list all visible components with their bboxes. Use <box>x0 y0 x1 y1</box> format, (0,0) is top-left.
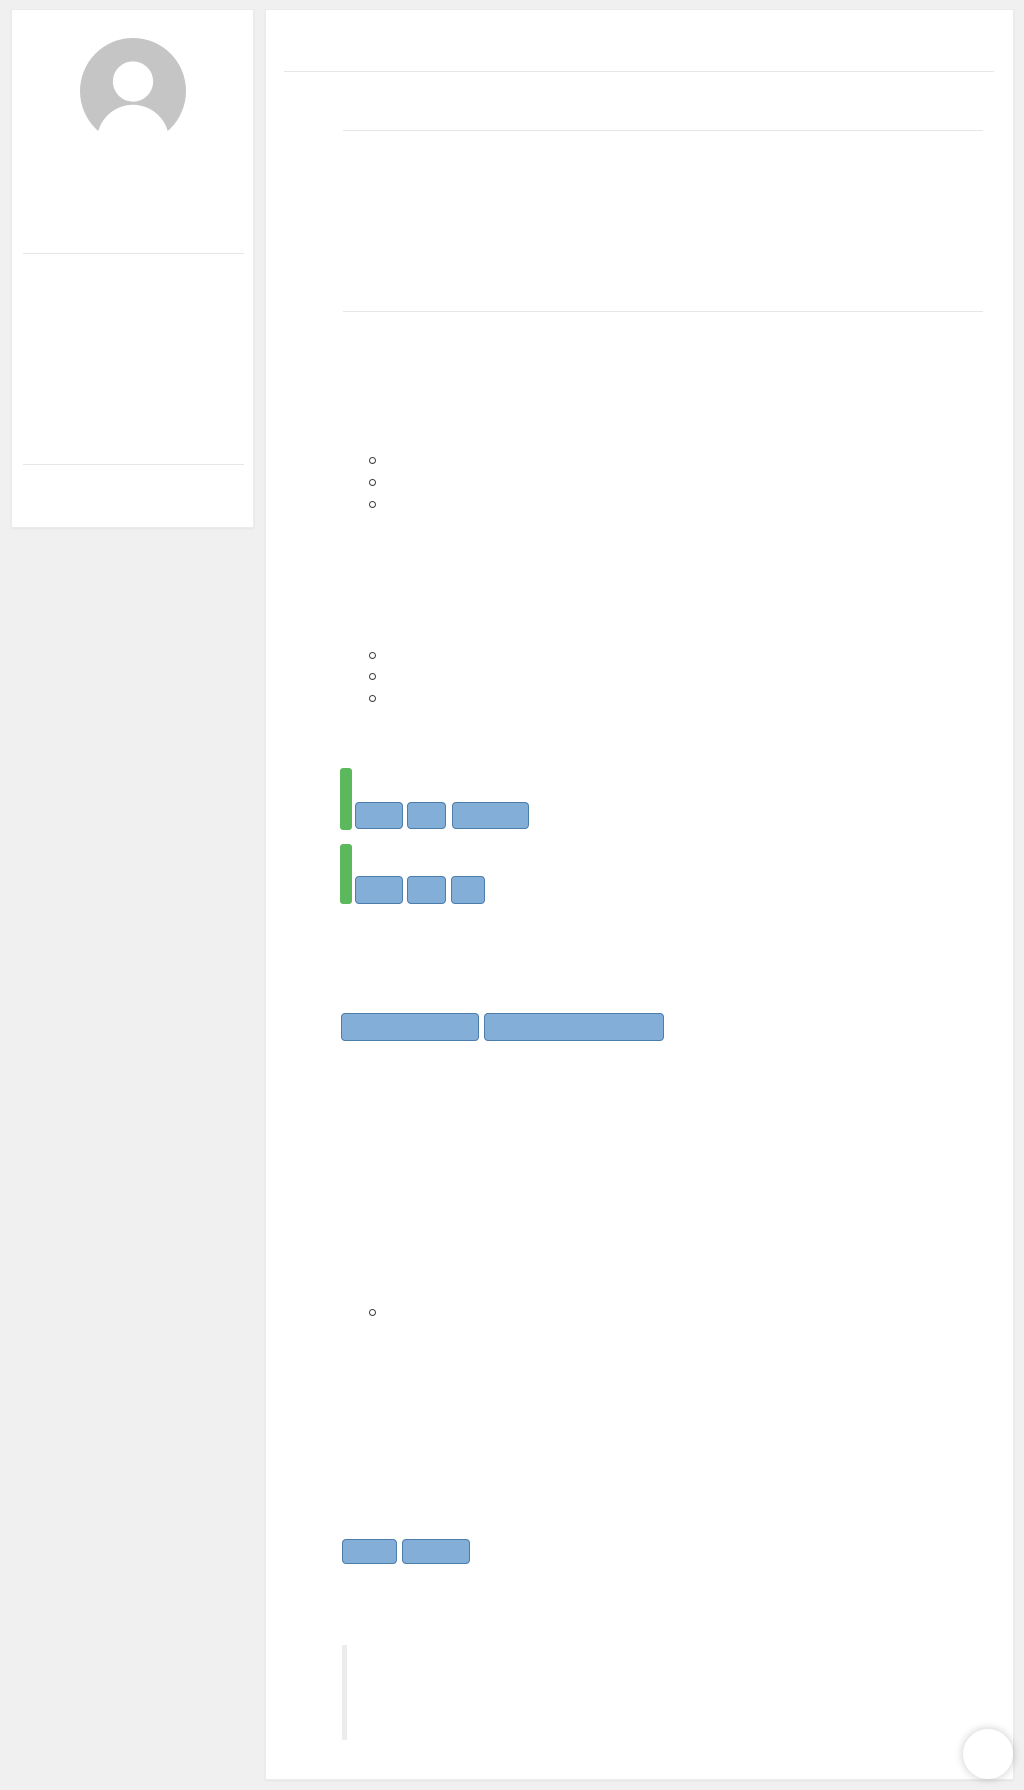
avatar <box>80 38 186 144</box>
keyword-tag <box>407 876 446 904</box>
highlight-bullet <box>369 673 376 680</box>
highlight-bullet <box>369 1309 376 1316</box>
highlight-bullet <box>369 501 376 508</box>
header-divider <box>284 71 994 72</box>
timeline-accent-bar <box>340 844 352 904</box>
keyword-tag <box>355 802 403 829</box>
page-title <box>284 20 994 68</box>
section-divider <box>343 311 983 312</box>
person-placeholder-icon <box>112 61 154 102</box>
interest-tag <box>342 1539 397 1564</box>
interest-tag <box>402 1539 470 1564</box>
sidebar-footer-section <box>12 465 253 528</box>
section-divider <box>343 130 983 131</box>
scroll-to-top-button[interactable] <box>963 1729 1013 1779</box>
person-placeholder-shoulders <box>96 104 170 144</box>
highlight-bullet <box>369 652 376 659</box>
skill-tag <box>484 1013 664 1041</box>
keyword-tag <box>355 876 403 904</box>
education-section <box>343 1074 983 1216</box>
sidebar-contact-section <box>12 254 253 464</box>
skill-tag <box>341 1013 479 1041</box>
highlight-bullet <box>369 457 376 464</box>
awards-section <box>343 1370 983 1494</box>
summary-section <box>343 131 983 309</box>
keyword-tag <box>451 876 485 904</box>
keyword-tag <box>452 802 529 829</box>
sidebar-divider <box>23 253 244 254</box>
sidebar-card <box>11 9 254 528</box>
highlight-bullet <box>369 695 376 702</box>
reference-blockquote-bar <box>342 1645 347 1740</box>
highlight-bullet <box>369 479 376 486</box>
sidebar-divider <box>23 464 244 465</box>
keyword-tag <box>407 802 446 829</box>
main-content-card <box>265 9 1014 1780</box>
reference-blockquote <box>356 1645 976 1740</box>
timeline-accent-bar <box>340 768 352 830</box>
